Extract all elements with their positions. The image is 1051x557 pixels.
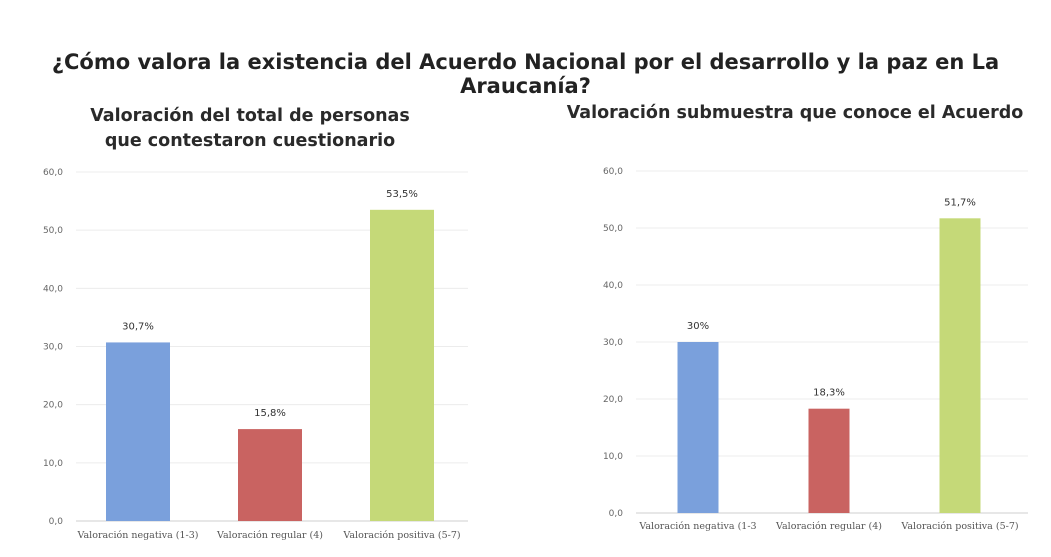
y-tick-label: 0,0	[49, 517, 64, 527]
category-label: Valoración negativa (1-3)	[77, 530, 199, 541]
category-label: Valoración regular (4)	[775, 521, 882, 532]
category-label: Valoración positiva (5-7)	[900, 521, 1018, 532]
bar	[370, 209, 434, 521]
bar	[106, 342, 170, 521]
data-label: 15,8%	[254, 408, 286, 419]
y-tick-label: 60,0	[43, 168, 63, 178]
bar	[238, 429, 302, 521]
bar	[677, 342, 719, 513]
category-label: Valoración negativa (1-3	[638, 521, 756, 532]
category-label: Valoración positiva (5-7)	[342, 530, 460, 541]
y-tick-label: 50,0	[43, 226, 63, 236]
y-tick-label: 30,0	[603, 338, 623, 348]
data-label: 51,7%	[944, 197, 976, 208]
y-tick-label: 30,0	[43, 343, 63, 353]
chart-title-submuestra: Valoración submuestra que conoce el Acue…	[566, 103, 1024, 123]
y-tick-label: 60,0	[603, 167, 623, 177]
y-tick-label: 40,0	[43, 284, 63, 294]
data-label: 30,7%	[122, 321, 154, 332]
y-tick-label: 10,0	[603, 452, 623, 462]
bar	[939, 218, 981, 513]
bar	[808, 408, 850, 513]
chart-title-total: Valoración del total de personas que con…	[90, 106, 410, 151]
y-tick-label: 0,0	[609, 509, 624, 519]
y-tick-label: 10,0	[43, 459, 63, 469]
main-title: ¿Cómo valora la existencia del Acuerdo N…	[51, 50, 1000, 98]
data-label: 30%	[687, 321, 709, 332]
category-label: Valoración regular (4)	[216, 530, 323, 541]
data-label: 18,3%	[813, 388, 845, 399]
y-tick-label: 40,0	[603, 281, 623, 291]
y-tick-label: 20,0	[603, 395, 623, 405]
y-tick-label: 20,0	[43, 401, 63, 411]
y-tick-label: 50,0	[603, 224, 623, 234]
data-label: 53,5%	[386, 189, 418, 200]
